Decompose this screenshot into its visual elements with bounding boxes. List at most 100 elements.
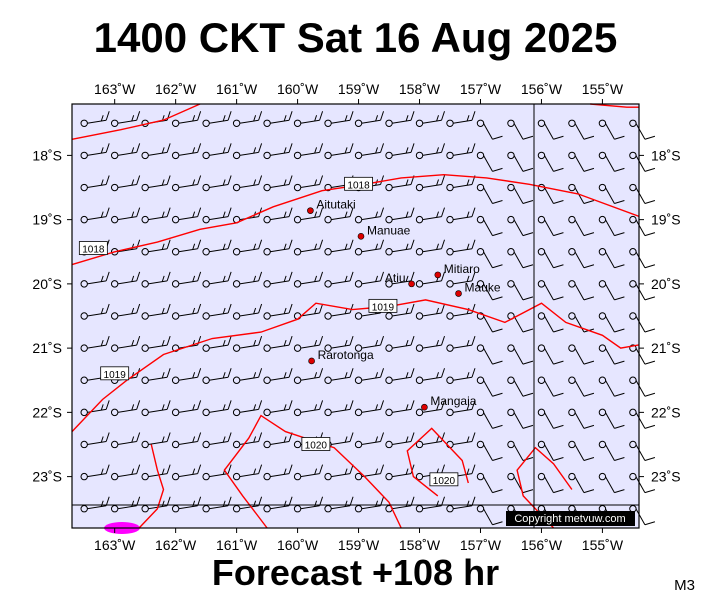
barb-feather [436,243,439,250]
lon-label-top: 163˚W [94,81,136,97]
barb-feather [253,404,257,411]
barb-feather [161,179,165,186]
barb-feather [553,167,564,172]
lon-label-top: 160˚W [277,81,319,97]
barb-feather [136,400,141,410]
wind-barb [202,239,232,256]
barb-feather [375,147,379,154]
barb-feather [644,232,656,237]
barb-shaft [300,216,320,221]
barb-shaft [604,123,615,140]
barb-feather [644,200,656,204]
barb-feather [258,271,263,282]
barb-shaft [361,440,381,445]
wind-barb [110,400,141,417]
wind-barb [354,111,385,127]
barb-feather [522,264,534,269]
barb-feather [405,339,409,347]
barb-feather [375,243,379,250]
barb-feather [405,372,409,379]
barb-feather [471,368,476,378]
barb-feather [405,211,409,218]
barb-shaft [300,505,320,510]
barb-feather [227,239,232,249]
barb-feather [466,339,470,347]
barb-feather [161,275,165,283]
wind-barb [385,400,415,417]
barb-shaft [574,219,585,236]
barb-shaft [391,216,412,221]
wind-barb [507,440,534,461]
wind-barb [507,151,534,172]
barb-feather [471,239,476,249]
wind-barb [263,496,293,513]
barb-feather [197,368,202,378]
barb-feather [614,232,625,237]
barb-shaft [604,476,615,493]
barb-feather [405,243,409,250]
barb-feather [522,296,534,301]
barb-feather [105,400,110,410]
wind-barb [507,248,534,269]
barb-shaft [422,248,442,253]
barb-feather [161,243,165,250]
barb-feather [466,372,470,379]
barb-feather [161,211,165,218]
barb-shaft [330,248,351,253]
barb-feather [583,296,595,301]
barb-feather [344,500,348,507]
wind-barb [141,207,171,224]
barb-feather [166,400,171,410]
barb-feather [253,115,257,122]
barb-feather [492,264,503,269]
barb-feather [644,521,656,526]
barb-shaft [483,412,493,429]
barb-feather [136,143,141,153]
barb-feather [161,339,165,347]
barb-feather [436,500,439,507]
wind-barb [476,344,503,365]
lon-label-bottom: 155˚W [582,537,624,553]
barb-shaft [87,440,107,445]
barb-feather [319,207,324,217]
barb-shaft [87,312,107,317]
barb-feather [344,147,348,154]
barb-shaft [483,155,493,172]
wind-barb [80,271,110,288]
barb-feather [644,328,656,333]
barb-feather [410,432,415,442]
barb-feather [319,239,324,249]
barb-feather [614,167,625,172]
barb-shaft [604,347,615,365]
wind-barb [171,175,202,192]
wind-barb [568,183,595,204]
wind-barb [629,183,656,204]
barb-shaft [239,344,259,349]
wind-barb [232,464,263,481]
barb-shaft [148,151,168,156]
barb-feather [471,143,476,153]
barb-shaft [604,219,615,236]
place-label: Mangaia [430,394,476,408]
barb-feather [166,496,171,506]
lon-label-top: 159˚W [338,81,380,97]
barb-feather [441,271,445,282]
barb-shaft [391,119,412,124]
barb-feather [344,275,348,283]
wind-barb [629,215,656,237]
barb-shaft [148,248,168,253]
barb-feather [553,232,564,237]
barb-feather [314,243,318,250]
barb-shaft [270,344,290,349]
isobar-label-box [100,366,130,381]
barb-shaft [361,505,381,510]
barb-feather [471,432,476,442]
barb-feather [105,464,110,474]
barb-shaft [544,283,554,301]
barb-feather [253,339,257,347]
barb-feather [166,175,171,185]
wind-barb [598,312,625,333]
barb-shaft [452,408,473,413]
barb-feather [522,200,534,204]
barb-feather [288,111,293,121]
